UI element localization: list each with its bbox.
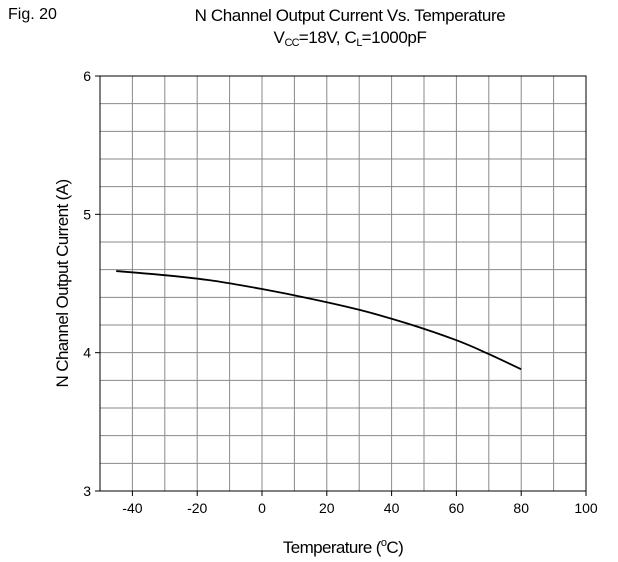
vcc-value: =18V, C [298,28,357,47]
y-axis-label: N Channel Output Current (A) [53,179,72,387]
x-tick-label: 100 [574,500,598,516]
vcc-symbol: V [273,28,285,47]
plot-area-frame [99,75,587,492]
chart-title: N Channel Output Current Vs. Temperature [194,6,506,25]
x-tick-label: -20 [187,500,207,516]
x-tick-label: -40 [122,500,142,516]
y-tick-label: 5 [83,206,91,222]
x-tick-label: 80 [513,500,529,516]
figure-label: Fig. 20 [8,6,57,23]
x-tick-label: 0 [258,500,266,516]
series-line [116,270,522,371]
cl-value: =1000pF [361,28,427,47]
x-tick-label: 60 [449,500,465,516]
chart-subtitle: VCC=18V, CL=1000pF [100,28,600,49]
cl-subscript: L [356,37,362,49]
y-tick-label: 3 [83,483,91,499]
y-tick-label: 4 [83,345,91,361]
x-tick-label: 20 [319,500,335,516]
vcc-subscript: CC [284,37,299,49]
x-axis-label: Temperature (oC) [283,537,403,557]
x-tick-label: 40 [384,500,400,516]
y-tick-label: 6 [83,68,91,84]
